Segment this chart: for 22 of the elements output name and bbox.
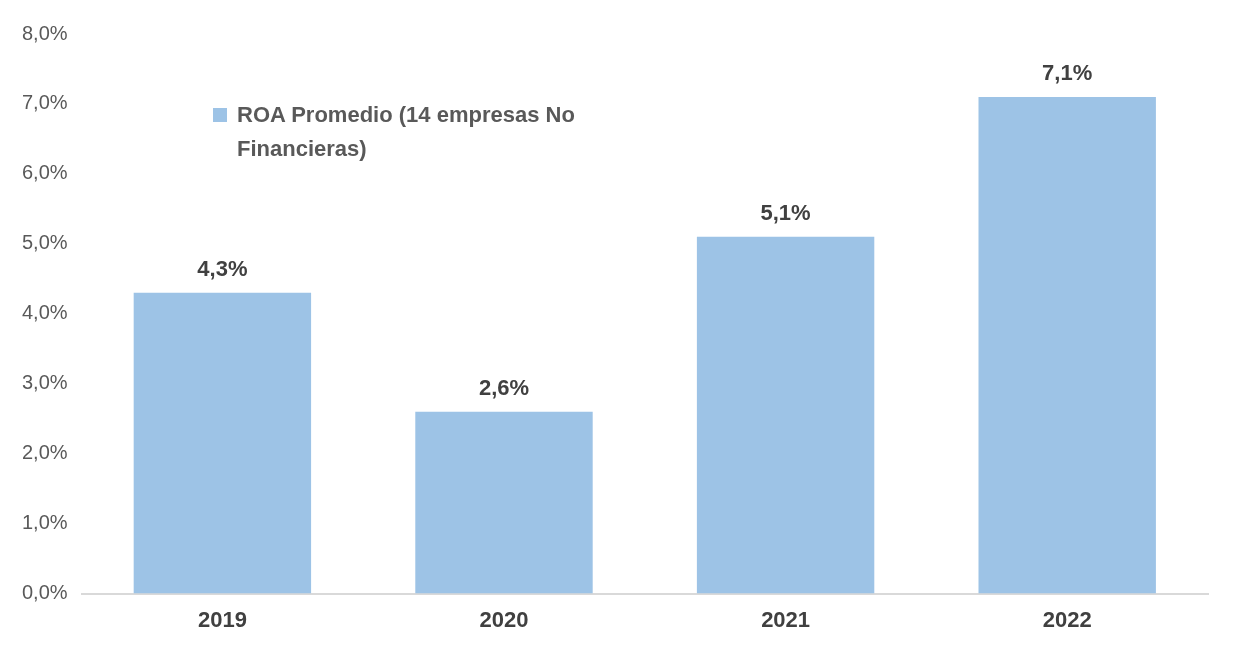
y-tick-label: 8,0% xyxy=(21,21,68,44)
y-tick-label: 2,0% xyxy=(21,441,68,464)
data-label: 2,6% xyxy=(478,374,530,400)
data-label: 5,1% xyxy=(760,199,811,225)
bar xyxy=(696,236,875,594)
x-tick-label: 2020 xyxy=(479,606,529,632)
y-tick-label: 7,0% xyxy=(21,91,68,114)
legend-label: ROA Promedio (14 empresas No Financieras) xyxy=(237,101,576,163)
y-tick-label: 0,0% xyxy=(21,581,68,604)
y-tick-label: 6,0% xyxy=(21,161,68,184)
y-tick-label: 3,0% xyxy=(21,371,68,394)
y-tick-label: 5,0% xyxy=(21,231,68,254)
bar xyxy=(978,96,1156,594)
y-tick-label: 4,0% xyxy=(21,301,68,324)
bar xyxy=(133,292,312,594)
x-tick-label: 2019 xyxy=(197,606,247,632)
x-tick-label: 2021 xyxy=(761,606,811,632)
y-tick-label: 1,0% xyxy=(21,511,68,534)
data-label: 4,3% xyxy=(197,255,248,281)
bar xyxy=(415,411,593,594)
x-tick-label: 2022 xyxy=(1042,606,1092,632)
data-label: 7,1% xyxy=(1042,60,1093,86)
